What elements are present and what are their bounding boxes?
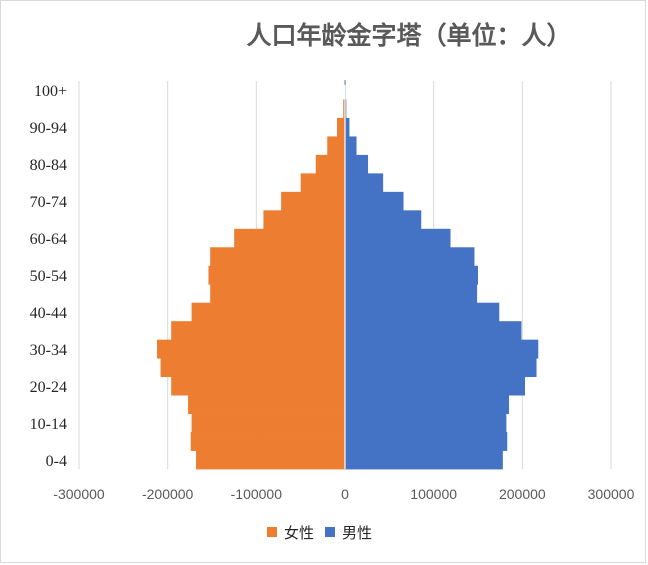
bar-male-45-49 — [345, 284, 478, 304]
chart-title: 人口年龄金字塔（单位：人） — [246, 21, 571, 50]
legend-swatch-male — [325, 527, 335, 537]
bar-male-85-89 — [345, 136, 357, 156]
legend-swatch-female — [267, 527, 277, 537]
y-tick-label: 70-74 — [30, 194, 67, 211]
y-tick-label: 90-94 — [30, 120, 67, 137]
bar-male-60-64 — [345, 228, 451, 248]
x-tick-label: 0 — [341, 486, 349, 502]
bar-female-10-14 — [191, 413, 345, 433]
bar-female-50-54 — [208, 265, 345, 285]
bar-female-60-64 — [234, 228, 345, 248]
bar-male-0-4 — [345, 450, 503, 470]
bar-female-20-24 — [171, 376, 345, 396]
bar-male-15-19 — [345, 395, 510, 414]
bar-female-55-59 — [210, 247, 345, 267]
x-axis-labels: -300000 -200000 -100000 0 100000 200000 300000 — [53, 486, 634, 502]
bar-female-15-19 — [188, 395, 345, 414]
bar-male-70-74 — [345, 191, 404, 211]
bar-male-80-84 — [345, 154, 369, 174]
x-tick-label: 100000 — [410, 486, 457, 502]
x-tick-label: 200000 — [499, 486, 546, 502]
bar-female-30-34 — [157, 339, 345, 359]
bar-male-90-94 — [345, 117, 350, 137]
y-tick-label: 100+ — [34, 83, 67, 100]
y-tick-label: 20-24 — [30, 379, 67, 396]
bar-female-5-9 — [190, 432, 345, 451]
bar-female-25-29 — [160, 358, 345, 378]
bar-male-75-79 — [345, 173, 384, 193]
bar-male-65-69 — [345, 210, 422, 230]
y-tick-label: 30-34 — [30, 342, 67, 359]
bar-male-40-44 — [345, 302, 500, 322]
bar-female-35-39 — [171, 321, 345, 341]
bar-female-45-49 — [210, 284, 345, 304]
bar-male-30-34 — [345, 339, 539, 359]
y-tick-label: 80-84 — [30, 157, 67, 174]
legend-label-female: 女性 — [284, 524, 314, 542]
y-tick-label: 50-54 — [30, 268, 67, 285]
bar-female-75-79 — [300, 173, 345, 193]
bar-male-25-29 — [345, 358, 537, 378]
bar-female-40-44 — [191, 302, 345, 322]
y-tick-label: 0-4 — [46, 453, 67, 470]
bar-female-90-94 — [337, 117, 345, 137]
bar-male-35-39 — [345, 321, 522, 341]
bars — [157, 80, 539, 470]
bar-female-0-4 — [196, 450, 345, 470]
x-tick-label: -200000 — [142, 486, 194, 502]
bar-male-55-59 — [345, 247, 475, 267]
y-axis-labels: 0-4 10-14 20-24 30-34 40-44 50-54 60-64 70-74 80… — [30, 83, 67, 470]
x-tick-label: -100000 — [231, 486, 283, 502]
bar-female-95-99 — [343, 99, 345, 119]
bar-male-20-24 — [345, 376, 525, 396]
bar-male-95-99 — [345, 99, 347, 119]
bar-male-5-9 — [345, 432, 508, 451]
bar-male-50-54 — [345, 265, 478, 285]
x-tick-label: 300000 — [588, 486, 635, 502]
bar-female-65-69 — [263, 210, 345, 230]
legend: 女性 男性 — [267, 524, 372, 542]
bar-female-85-89 — [327, 136, 345, 156]
bar-female-80-84 — [315, 154, 345, 174]
legend-label-male: 男性 — [342, 524, 372, 542]
x-tick-label: -300000 — [53, 486, 105, 502]
y-tick-label: 10-14 — [30, 416, 67, 433]
bar-female-70-74 — [281, 191, 345, 211]
y-tick-label: 40-44 — [30, 305, 67, 322]
bar-male-10-14 — [345, 413, 507, 433]
y-tick-label: 60-64 — [30, 231, 67, 248]
